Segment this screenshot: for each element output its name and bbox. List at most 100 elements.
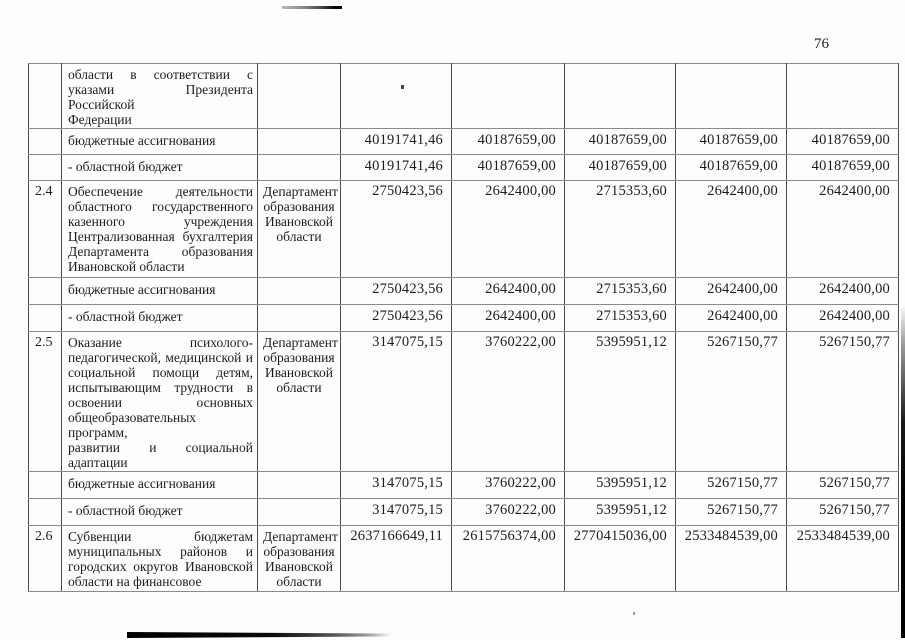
value-cell: 2715353,60: [564, 277, 676, 305]
value-cell: 3760222,00: [451, 471, 565, 499]
row-label: бюджетные ассигнования: [68, 282, 216, 297]
item-number-cell: [28, 498, 62, 526]
item-number-cell: 2.4: [28, 180, 62, 278]
value-cell: 2533484539,00: [675, 525, 787, 592]
executor-cell: [257, 471, 341, 499]
row-label: - областной бюджет: [68, 503, 183, 518]
item-number-cell: [28, 128, 62, 155]
scan-artifact-top-line: [282, 6, 342, 9]
value-cell: 3147075,15: [340, 471, 452, 499]
value-cell: 5267150,77: [786, 331, 899, 472]
executor-cell: Департамент образования Ивановской области: [257, 525, 341, 592]
executor-cell: [257, 63, 341, 129]
value-cell: 2642400,00: [675, 304, 787, 332]
page-number: 76: [814, 36, 829, 52]
item-number-cell: 2.5: [28, 331, 62, 472]
value-cell: 2642400,00: [675, 277, 787, 305]
item-number-cell: [28, 277, 62, 305]
table-row-regional-budget: - областной бюджет 40191741,46 40187659,…: [28, 154, 899, 181]
row-label-cell: - областной бюджет: [61, 154, 258, 181]
value-cell: 2533484539,00: [786, 525, 899, 592]
item-number-cell: [28, 304, 62, 332]
value-cell: 3760222,00: [451, 331, 565, 472]
value-cell: 2642400,00: [451, 180, 565, 278]
value-cell: 3147075,15: [340, 331, 452, 472]
value-cell: 40187659,00: [675, 128, 787, 155]
value-cell: 40191741,46: [340, 154, 452, 181]
value-cell: 2642400,00: [786, 304, 899, 332]
executor-cell: [257, 304, 341, 332]
value-cell: 5267150,77: [786, 498, 899, 526]
row-label: - областной бюджет: [68, 159, 183, 174]
value-cell: 2770415036,00: [564, 525, 676, 592]
value-cell: 2642400,00: [786, 180, 899, 278]
table-row-budget-allocations: бюджетные ассигнования 3147075,15 376022…: [28, 471, 899, 499]
value-cell: 2715353,60: [564, 180, 676, 278]
value-cell: 40187659,00: [675, 154, 787, 181]
value-cell: [451, 63, 565, 129]
value-cell: 5267150,77: [675, 331, 787, 472]
description-cell: Обеспечение деятельности областного госуд…: [61, 180, 258, 278]
value-cell: 2642400,00: [451, 304, 565, 332]
description-cell: Субвенции бюджетам муниципальных районов …: [61, 525, 258, 592]
value-cell: [340, 63, 452, 129]
value-cell: 2750423,56: [340, 277, 452, 305]
table-row-budget-allocations: бюджетные ассигнования 2750423,56 264240…: [28, 277, 899, 305]
value-cell: [675, 63, 787, 129]
item-number-cell: [28, 471, 62, 499]
value-cell: 40191741,46: [340, 128, 452, 155]
value-cell: 3760222,00: [451, 498, 565, 526]
value-cell: 2642400,00: [451, 277, 565, 305]
scan-artifact-bottom-line: [127, 632, 392, 638]
item-number-cell: [28, 154, 62, 181]
value-cell: 2750423,56: [340, 180, 452, 278]
executor-cell: [257, 498, 341, 526]
value-cell: 40187659,00: [564, 128, 676, 155]
executor-cell: [257, 154, 341, 181]
value-cell: 2642400,00: [675, 180, 787, 278]
row-label: бюджетные ассигнования: [68, 133, 216, 148]
executor-cell: Департамент образования Ивановской области: [257, 180, 341, 278]
table-row-item-2-5: 2.5 Оказание психолого-педагогической, м…: [28, 331, 899, 472]
value-cell: 5267150,77: [675, 498, 787, 526]
value-cell: [564, 63, 676, 129]
value-cell: 3147075,15: [340, 498, 452, 526]
value-cell: 40187659,00: [564, 154, 676, 181]
row-label-cell: - областной бюджет: [61, 498, 258, 526]
value-cell: [786, 63, 899, 129]
table-row-regional-budget: - областной бюджет 2750423,56 2642400,00…: [28, 304, 899, 332]
row-label: бюджетные ассигнования: [68, 476, 216, 491]
item-number-cell: [28, 63, 62, 129]
table-row-budget-allocations: бюджетные ассигнования 40191741,46 40187…: [28, 128, 899, 155]
value-cell: 5395951,12: [564, 471, 676, 499]
item-number-cell: 2.6: [28, 525, 62, 592]
row-label: - областной бюджет: [68, 309, 183, 324]
description-cell: Оказание психолого-педагогической, медиц…: [61, 331, 258, 472]
row-label-cell: бюджетные ассигнования: [61, 128, 258, 155]
value-cell: 2715353,60: [564, 304, 676, 332]
table-row-regional-budget: - областной бюджет 3147075,15 3760222,00…: [28, 498, 899, 526]
value-cell: 40187659,00: [786, 154, 899, 181]
executor-cell: Департамент образования Ивановской области: [257, 331, 341, 472]
value-cell: 40187659,00: [451, 128, 565, 155]
value-cell: 5395951,12: [564, 498, 676, 526]
value-cell: 5395951,12: [564, 331, 676, 472]
value-cell: 40187659,00: [786, 128, 899, 155]
table-row-continuation: области в соответствии с указами Президен…: [28, 63, 899, 129]
value-cell: 5267150,77: [786, 471, 899, 499]
executor-cell: [257, 277, 341, 305]
table-row-item-2-4: 2.4 Обеспечение деятельности областного г…: [28, 180, 899, 278]
value-cell: 2615756374,00: [451, 525, 565, 592]
budget-table: области в соответствии с указами Президен…: [28, 63, 899, 592]
scan-artifact-right-bar: [901, 305, 905, 638]
executor-cell: [257, 128, 341, 155]
row-label-cell: - областной бюджет: [61, 304, 258, 332]
value-cell: 2750423,56: [340, 304, 452, 332]
scan-speck: [401, 85, 404, 89]
value-cell: 2637166649,11: [340, 525, 452, 592]
value-cell: 5267150,77: [675, 471, 787, 499]
description-cell: области в соответствии с указами Президен…: [61, 63, 258, 129]
value-cell: 40187659,00: [451, 154, 565, 181]
table-row-item-2-6: 2.6 Субвенции бюджетам муниципальных райо…: [28, 525, 899, 592]
